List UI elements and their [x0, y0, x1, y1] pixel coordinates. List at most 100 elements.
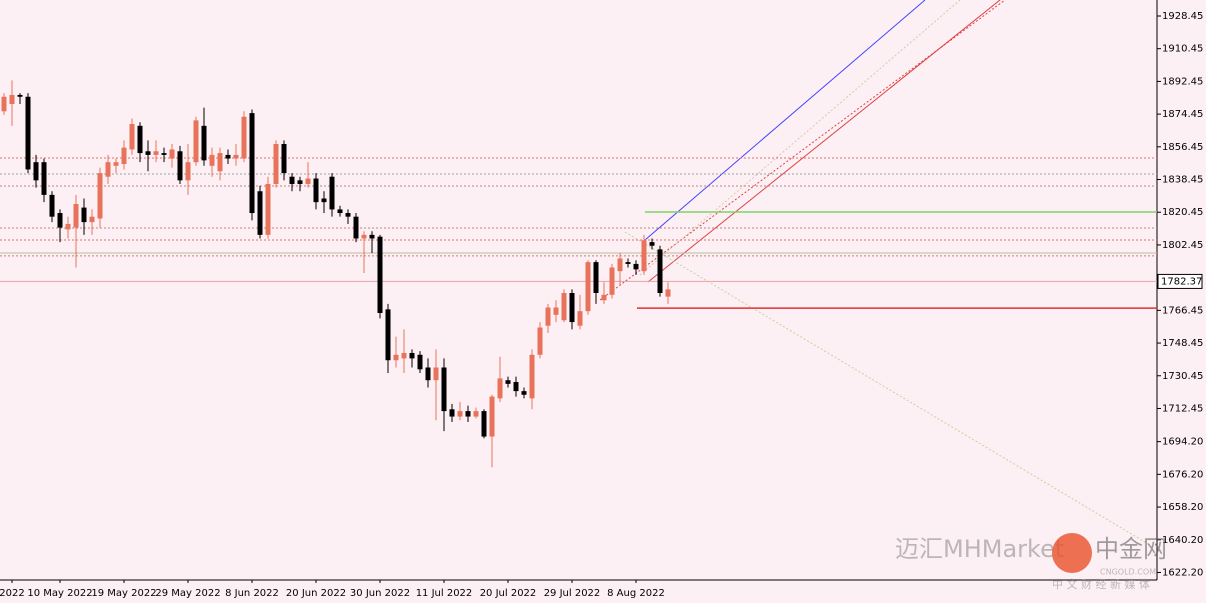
candle-body: [401, 352, 407, 359]
candle-body: [433, 367, 439, 381]
x-tick-label: 19 May 2022: [91, 588, 156, 599]
candle-body: [585, 262, 591, 312]
y-tick-label: 1910.45: [1162, 44, 1203, 55]
candle-body: [601, 294, 607, 301]
y-tick-label: 1874.45: [1162, 109, 1203, 120]
candle-body: [73, 203, 79, 228]
candle-body: [545, 307, 551, 326]
y-tick-label: 1622.20: [1162, 567, 1203, 578]
candle-body: [657, 249, 663, 293]
marks: 1928.45 1910.45 1892.45 1874.45 1856.45 1838.…: [0, 11, 1203, 599]
y-tick-label: 1928.45: [1162, 11, 1203, 22]
candle-body: [561, 292, 567, 321]
x-tick-label: 8 Aug 2022: [607, 588, 665, 599]
x-tick-label: 30 Jun 2022: [350, 588, 410, 599]
candle-body: [521, 391, 527, 395]
x-tick-label: 20 Jun 2022: [286, 588, 346, 599]
watermark-site: CNGOLD.COM: [1100, 568, 1156, 577]
candle-body: [625, 262, 631, 264]
candle-body: [409, 352, 415, 359]
watermark-text: 迈汇MHMarket: [895, 535, 1064, 563]
candle-body: [337, 209, 343, 214]
candle-body: [593, 262, 599, 293]
candle-body: [97, 173, 103, 219]
candle-body: [49, 194, 55, 217]
candle-body: [449, 409, 455, 417]
watermark-logo: 中金网: [1095, 535, 1167, 563]
candle-body: [185, 162, 191, 181]
candle-body: [225, 154, 231, 159]
candle-body: [281, 144, 287, 174]
candle-body: [481, 411, 487, 437]
candle-body: [121, 147, 127, 164]
candle-body: [297, 180, 303, 184]
candle-body: [377, 236, 383, 313]
candle-body: [345, 213, 351, 217]
candle-body: [329, 176, 335, 210]
trend-line: [599, 0, 1006, 301]
candle-body: [489, 396, 495, 437]
candle-body: [393, 354, 399, 361]
candle-body: [425, 367, 431, 381]
candle-body: [153, 151, 159, 155]
candle-body: [529, 354, 535, 399]
last-price-label: 1782.37: [1161, 276, 1202, 287]
y-tick-label: 1802.45: [1162, 240, 1203, 251]
candle-body: [513, 382, 519, 392]
y-tick-label: 1730.45: [1162, 371, 1203, 382]
y-tick-label: 1748.45: [1162, 338, 1203, 349]
candle-body: [177, 151, 183, 181]
x-tick-label: 11 Jul 2022: [416, 588, 473, 599]
candle-body: [417, 354, 423, 370]
candle-body: [321, 198, 327, 203]
y-tick-label: 1820.45: [1162, 207, 1203, 218]
y-tick-label: 1766.45: [1162, 305, 1203, 316]
x-tick-label: 2022: [0, 588, 25, 599]
candle-body: [145, 151, 151, 155]
candle-body: [65, 223, 71, 230]
candle-body: [665, 289, 671, 297]
y-tick-label: 1712.45: [1162, 403, 1203, 414]
candle-body: [265, 183, 271, 235]
candle-body: [33, 162, 39, 181]
candle-body: [313, 178, 319, 203]
x-tick-label: 10 May 2022: [27, 588, 92, 599]
candle-body: [241, 116, 247, 159]
trend-line: [644, 0, 926, 241]
x-tick-label: 29 Jul 2022: [544, 588, 601, 599]
candle-body: [9, 94, 15, 105]
candle-body: [169, 149, 175, 159]
candle-body: [649, 242, 655, 246]
last-price-box: [1157, 273, 1203, 289]
candle-body: [553, 307, 559, 315]
y-tick-label: 1658.20: [1162, 502, 1203, 513]
candle-body: [201, 125, 207, 161]
candle-body: [537, 327, 543, 355]
candle-body: [17, 94, 23, 97]
y-tick-label: 1640.20: [1162, 535, 1203, 546]
candle-body: [137, 125, 143, 154]
candle-body: [41, 162, 47, 195]
candle-body: [1, 96, 7, 112]
candle-body: [209, 154, 215, 166]
y-tick-label: 1856.45: [1162, 142, 1203, 153]
candle-body: [81, 207, 87, 223]
candle-body: [617, 258, 623, 272]
candle-body: [361, 234, 367, 239]
candle-body: [217, 153, 223, 172]
candle-body: [369, 234, 375, 239]
y-tick-label: 1694.20: [1162, 437, 1203, 448]
trend-line: [624, 231, 1151, 546]
x-tick-label: 20 Jul 2022: [480, 588, 537, 599]
candle-body: [577, 311, 583, 326]
candle-body: [569, 292, 575, 323]
candle-body: [633, 263, 639, 270]
candle-body: [129, 124, 135, 150]
watermark-logo-icon: [1052, 533, 1092, 573]
candle-body: [161, 153, 167, 155]
watermark-slogan: 中 文 财 经 新 媒 体: [1052, 577, 1150, 591]
candle-body: [497, 378, 503, 399]
x-tick-label: 29 May 2022: [155, 588, 220, 599]
candle-body: [257, 191, 263, 235]
x-tick-label: 8 Jun 2022: [225, 588, 279, 599]
